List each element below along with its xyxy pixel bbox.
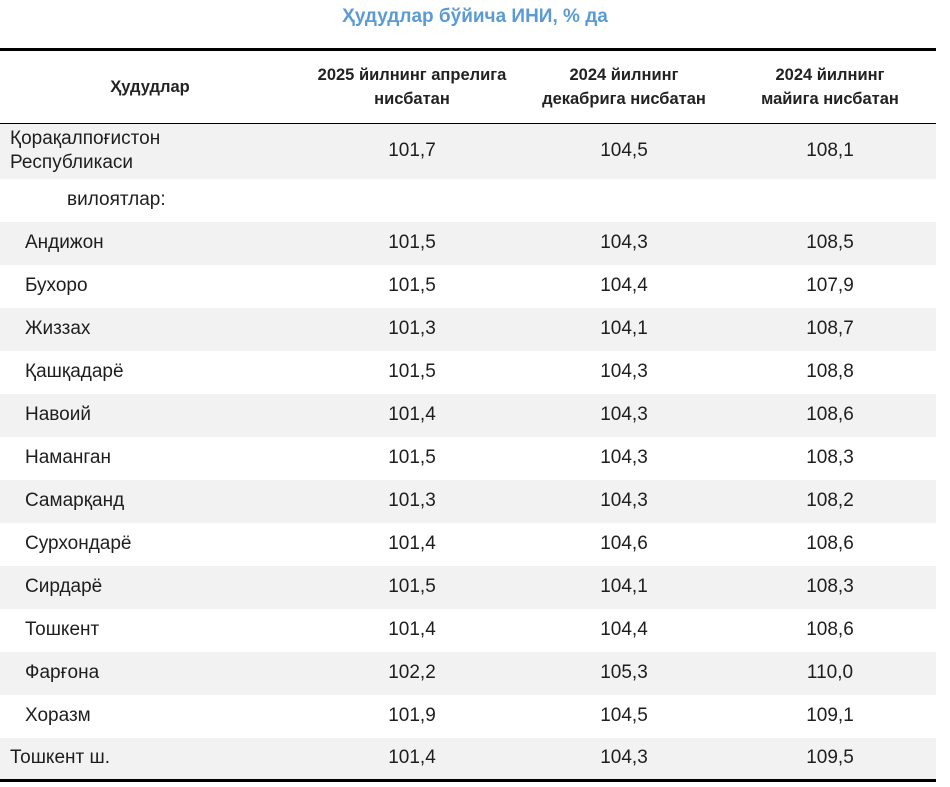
table-row: Андижон 101,5 104,3 108,5 [0, 221, 936, 265]
value-vs-may-2024: 108,6 [724, 393, 936, 437]
value-vs-may-2024: 108,3 [724, 565, 936, 609]
cpi-table: Ҳудудлар 2025 йилнинг апрелига нисбатан 2… [0, 48, 936, 782]
value-vs-april-2025: 101,5 [300, 221, 524, 265]
value-vs-april-2025: 101,5 [388, 361, 436, 382]
header-col3-line1: 2024 йилнинг [775, 66, 885, 84]
value-vs-december-2024: 104,3 [524, 221, 724, 265]
region-name: Фарғона [0, 651, 300, 695]
value-vs-may-2024: 108,3 [806, 447, 854, 468]
header-vs-may-2024: 2024 йилнинг майига нисбатан [724, 50, 936, 124]
value-vs-december-2024: 104,1 [524, 565, 724, 609]
table-row: Қорақалпоғистон Республикаси 101,7 104,5 … [0, 123, 936, 179]
header-regions-label: Ҳудудлар [110, 78, 190, 96]
value-vs-april-2025: 101,3 [300, 307, 524, 351]
table-row: Хоразм 101,9 104,5 109,1 [0, 695, 936, 738]
value-vs-april-2025: 101,7 [300, 123, 524, 179]
region-name: Сирдарё [0, 565, 300, 609]
region-name: Хоразм [25, 705, 91, 726]
value-vs-may-2024: 108,8 [806, 361, 854, 382]
header-row: Ҳудудлар 2025 йилнинг апрелига нисбатан 2… [0, 49, 936, 124]
value-vs-april-2025: 101,4 [300, 737, 524, 781]
value-vs-april-2025: 101,4 [300, 393, 524, 437]
header-regions: Ҳудудлар [0, 50, 300, 124]
value-vs-december-2024: 105,3 [524, 651, 724, 695]
table-row: Бухоро 101,5 104,4 107,9 [0, 265, 936, 308]
value-vs-december-2024: 104,1 [524, 307, 724, 351]
table-row: Қашқадарё 101,5 104,3 108,8 [0, 351, 936, 394]
region-name: Сурхондарё [25, 533, 132, 554]
value-vs-december-2024: 104,4 [600, 619, 648, 640]
value-vs-april-2025: 101,3 [300, 479, 524, 523]
header-col1-line2: нисбатан [374, 90, 450, 108]
value-vs-december-2024: 104,3 [524, 479, 724, 523]
table-row: Наманган 101,5 104,3 108,3 [0, 437, 936, 480]
value-vs-december-2024: 104,3 [524, 737, 724, 781]
value-vs-may-2024: 110,0 [724, 651, 936, 695]
region-group-label: вилоятлар: [67, 189, 166, 210]
table-title: Ҳудудлар бўйича ИНИ, % да [342, 6, 608, 27]
value-vs-may-2024: 108,5 [724, 221, 936, 265]
region-name: Самарқанд [0, 479, 300, 523]
value-vs-may-2024: 108,2 [724, 479, 936, 523]
value-vs-december-2024: 104,3 [524, 393, 724, 437]
table-row: Навоий 101,4 104,3 108,6 [0, 393, 936, 437]
value-vs-december-2024: 104,5 [524, 123, 724, 179]
header-vs-april-2025: 2025 йилнинг апрелига нисбатан [300, 50, 524, 124]
header-col2-line2: декабрига нисбатан [542, 90, 706, 108]
value-vs-may-2024: 107,9 [806, 275, 854, 296]
region-name: Тошкент [25, 619, 100, 640]
region-name: Тошкент ш. [0, 737, 300, 781]
value-vs-april-2025: 101,4 [388, 533, 436, 554]
region-name: Навоий [0, 393, 300, 437]
value-vs-december-2024: 104,6 [600, 533, 648, 554]
value-vs-december-2024: 104,4 [600, 275, 648, 296]
header-col2-line1: 2024 йилнинг [569, 66, 679, 84]
header-col1-line1: 2025 йилнинг апрелига [317, 66, 507, 84]
region-name-line2: Республикаси [10, 152, 134, 174]
value-vs-december-2024: 104,5 [600, 705, 648, 726]
value-vs-may-2024: 108,6 [806, 533, 854, 554]
value-vs-april-2025: 101,9 [388, 705, 436, 726]
region-name: Андижон [0, 221, 300, 265]
table-row: Тошкент 101,4 104,4 108,6 [0, 609, 936, 652]
table-row: Сирдарё 101,5 104,1 108,3 [0, 565, 936, 609]
value-vs-april-2025: 101,4 [388, 619, 436, 640]
table-body: Қорақалпоғистон Республикаси 101,7 104,5 … [0, 123, 936, 781]
value-vs-may-2024: 108,7 [724, 307, 936, 351]
value-vs-may-2024: 108,6 [806, 619, 854, 640]
region-name: Қашқадарё [25, 361, 124, 382]
table-row-subheading: вилоятлар: [0, 179, 936, 222]
value-vs-april-2025: 102,2 [300, 651, 524, 695]
value-vs-may-2024: 109,5 [724, 737, 936, 781]
table-row: Жиззах 101,3 104,1 108,7 [0, 307, 936, 351]
value-vs-april-2025: 101,5 [388, 275, 436, 296]
value-vs-may-2024: 109,1 [806, 705, 854, 726]
value-vs-december-2024: 104,3 [600, 447, 648, 468]
header-col3-line2: майига нисбатан [761, 90, 899, 108]
region-name: Жиззах [0, 307, 300, 351]
header-vs-december-2024: 2024 йилнинг декабрига нисбатан [524, 50, 724, 124]
table-row: Тошкент ш. 101,4 104,3 109,5 [0, 737, 936, 781]
value-vs-april-2025: 101,5 [300, 565, 524, 609]
region-name: Наманган [25, 447, 111, 468]
table-header: Ҳудудлар 2025 йилнинг апрелига нисбатан 2… [0, 49, 936, 124]
table-row: Сурхондарё 101,4 104,6 108,6 [0, 523, 936, 566]
value-vs-april-2025: 101,5 [388, 447, 436, 468]
value-vs-may-2024: 108,1 [724, 123, 936, 179]
region-name: Бухоро [25, 275, 88, 296]
value-vs-december-2024: 104,3 [600, 361, 648, 382]
table-row: Самарқанд 101,3 104,3 108,2 [0, 479, 936, 523]
region-name-line1: Қорақалпоғистон [10, 128, 161, 150]
region-name: Қорақалпоғистон Республикаси [0, 123, 300, 179]
table-row: Фарғона 102,2 105,3 110,0 [0, 651, 936, 695]
